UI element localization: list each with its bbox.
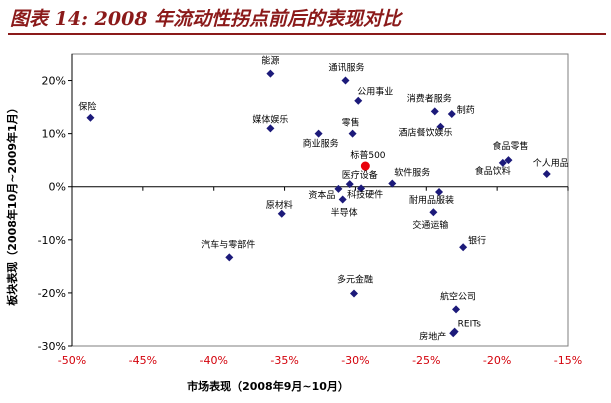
data-point: [388, 179, 397, 188]
x-tick-label: -40%: [200, 354, 228, 367]
data-point: [542, 169, 551, 178]
data-point-label: 个人用品: [533, 158, 569, 169]
data-point: [436, 122, 445, 131]
data-point: [314, 129, 323, 138]
y-tick-label: -10%: [38, 234, 66, 247]
data-point-label: 耐用品服装: [409, 194, 454, 206]
data-point-label: 保险: [78, 101, 96, 113]
data-point: [277, 209, 286, 218]
x-tick-label: -15%: [554, 354, 582, 367]
data-point-label: 通讯服务: [329, 62, 365, 74]
data-point: [348, 129, 357, 138]
x-tick-label: -50%: [58, 354, 86, 367]
data-point-label: REITs: [458, 320, 482, 330]
x-tick-label: -30%: [341, 354, 369, 367]
y-tick-label: -30%: [38, 340, 66, 353]
data-point-label: 制药: [457, 104, 475, 116]
x-tick-label: -45%: [129, 354, 157, 367]
data-point-label: 软件服务: [394, 167, 430, 179]
data-point-label: 标普500: [350, 149, 385, 161]
data-point-label: 医疗设备: [342, 169, 378, 181]
data-point-label: 汽车与零部件: [201, 238, 255, 250]
data-point: [334, 184, 343, 193]
y-tick-label: 0%: [49, 181, 66, 194]
data-point-label: 科技硬件: [347, 188, 383, 200]
data-point: [86, 113, 95, 122]
x-tick-label: -25%: [412, 354, 440, 367]
data-point-label: 资本品: [308, 189, 335, 201]
data-point: [429, 208, 438, 217]
data-point: [354, 96, 363, 105]
title-divider: [8, 33, 606, 35]
data-point-label: 媒体娱乐: [252, 113, 288, 125]
data-point: [430, 107, 439, 116]
data-point-label: 半导体: [331, 206, 358, 218]
data-point-label: 公用事业: [357, 86, 393, 98]
data-point: [459, 243, 468, 252]
y-tick-group: -30% -20% -10% 0% 10% 20%: [38, 75, 72, 353]
data-point: [449, 329, 458, 338]
data-point-label: 多元金融: [337, 273, 373, 285]
y-tick-label: 10%: [42, 128, 66, 141]
data-point-label: 酒店餐饮娱乐: [398, 127, 452, 139]
data-point-label: 商业服务: [303, 138, 339, 150]
data-point: [266, 124, 275, 133]
x-tick-label: -35%: [270, 354, 298, 367]
x-tick-label: -20%: [483, 354, 511, 367]
data-point-label: 零售: [342, 117, 360, 129]
data-point: [225, 253, 234, 262]
figure-title: 图表 14: 2008 年流动性拐点前后的表现对比: [10, 8, 402, 30]
sp500-point: [360, 161, 370, 171]
data-point: [266, 69, 275, 78]
data-point-label: 航空公司: [440, 290, 476, 302]
data-point: [504, 156, 513, 165]
data-point-label: 房地产: [419, 330, 446, 342]
y-tick-label: -20%: [38, 287, 66, 300]
data-point-label: 原材料: [266, 199, 293, 211]
y-axis-label: 板块表现（2008年10月~2009年1月）: [5, 102, 19, 305]
data-point: [350, 289, 359, 298]
data-point-label: 银行: [468, 234, 486, 246]
data-point-label: 食品零售: [492, 140, 528, 152]
data-point: [452, 305, 461, 314]
data-point-label: 能源: [261, 55, 279, 67]
data-point: [357, 184, 366, 193]
data-point: [341, 76, 350, 85]
data-point-label: 食品饮料: [475, 165, 511, 177]
x-axis-label: 市场表现（2008年9月~10月）: [187, 379, 349, 393]
data-point: [435, 188, 444, 197]
data-point: [338, 195, 347, 204]
x-tick-group: -50% -45% -40% -35% -30% -25% -20% -15%: [58, 186, 582, 367]
data-point-label: 交通运输: [412, 219, 448, 231]
data-point: [447, 109, 456, 118]
data-point-group: [86, 69, 551, 338]
y-tick-label: 20%: [42, 75, 66, 88]
data-point: [345, 180, 354, 189]
data-point-label: 消费者服务: [407, 92, 452, 104]
data-point: [498, 158, 507, 167]
